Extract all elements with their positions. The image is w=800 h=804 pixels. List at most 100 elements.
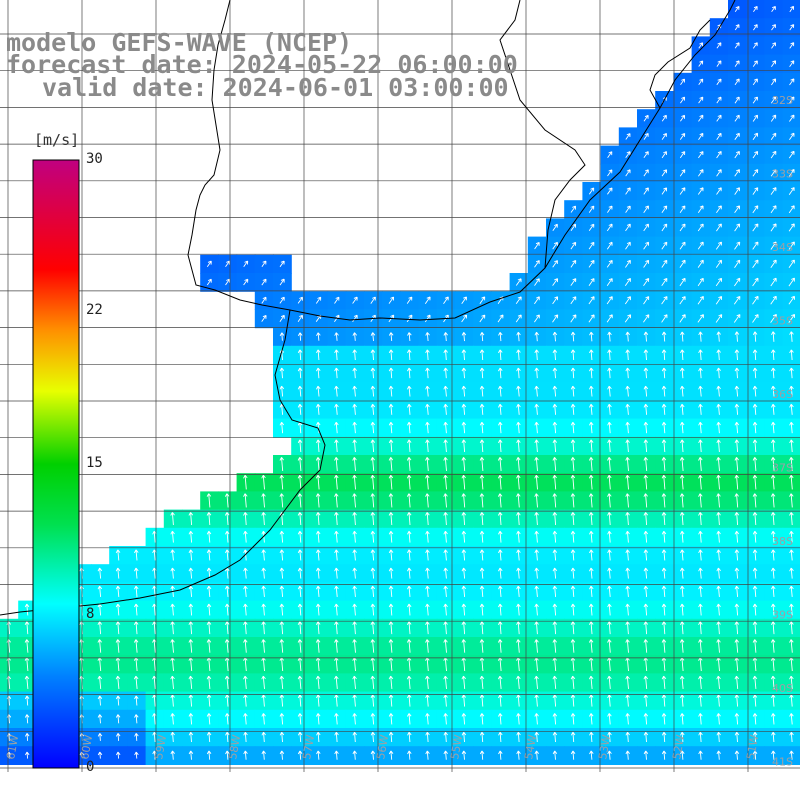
wind-arrow	[170, 639, 175, 653]
wind-arrow	[370, 567, 376, 579]
wind-arrow	[534, 296, 540, 305]
longitude-label: 55W	[448, 734, 465, 761]
wind-arrow	[498, 750, 503, 760]
wind-arrow	[425, 439, 430, 453]
wind-arrow	[771, 349, 776, 361]
wind-arrow	[261, 493, 266, 508]
wind-arrow	[625, 457, 630, 471]
latitude-label: 32S	[772, 94, 793, 107]
wind-arrow	[716, 457, 721, 471]
wind-arrow	[698, 349, 703, 361]
wind-arrow	[407, 349, 412, 361]
wind-arrow	[515, 278, 522, 286]
wind-arrow	[570, 694, 576, 707]
wind-arrow	[734, 169, 740, 177]
wind-arrow	[461, 549, 467, 561]
wind-arrow	[516, 585, 521, 597]
wind-arrow	[607, 349, 612, 361]
wind-arrow	[753, 5, 758, 13]
wind-arrow	[461, 332, 467, 342]
wind-arrow	[570, 474, 576, 490]
wind-arrow	[370, 713, 376, 725]
wind-arrow	[24, 621, 30, 635]
wind-arrow	[679, 169, 686, 177]
wind-arrow	[570, 713, 576, 725]
wind-arrow	[370, 439, 376, 453]
wind-arrow	[334, 694, 339, 707]
wind-arrow	[24, 695, 30, 706]
wind-arrow	[552, 713, 558, 725]
wind-arrow	[716, 694, 721, 707]
wind-arrow	[243, 750, 248, 760]
wind-arrow	[297, 549, 303, 561]
wind-arrow	[188, 675, 194, 689]
wind-arrow	[661, 187, 668, 195]
wind-arrow	[697, 277, 704, 287]
wind-arrow	[352, 349, 357, 361]
wind-arrow	[188, 731, 194, 743]
wind-arrow	[407, 549, 412, 561]
wind-arrow	[498, 349, 503, 361]
wind-arrow	[734, 474, 739, 490]
wind-arrow	[643, 259, 650, 268]
wind-arrow	[115, 549, 121, 561]
wind-arrow	[479, 421, 485, 434]
wind-arrow	[570, 223, 577, 232]
wind-arrow	[352, 530, 357, 543]
wind-arrow	[170, 512, 175, 526]
wind-arrow	[716, 731, 721, 743]
wind-arrow	[716, 549, 721, 561]
wind-arrow	[625, 567, 630, 579]
wind-arrow	[698, 403, 703, 415]
wind-arrow	[607, 457, 612, 471]
wind-arrow	[243, 278, 249, 286]
wind-arrow	[534, 331, 539, 342]
wind-arrow	[461, 474, 466, 490]
wind-arrow	[680, 530, 685, 543]
wind-arrow	[170, 694, 175, 707]
wind-arrow	[24, 714, 30, 724]
wind-arrow	[552, 314, 559, 323]
wind-arrow	[316, 549, 321, 561]
wind-arrow	[661, 474, 667, 490]
wind-arrow	[770, 132, 777, 141]
wind-arrow	[625, 133, 631, 140]
wind-arrow	[734, 385, 740, 397]
wind-arrow	[461, 567, 467, 579]
wind-arrow	[334, 349, 339, 361]
wind-arrow	[552, 621, 558, 635]
wind-arrow	[734, 694, 740, 707]
wind-arrow	[261, 474, 266, 490]
wind-arrow	[370, 349, 376, 361]
wind-arrow	[752, 259, 759, 268]
wind-arrow	[498, 603, 503, 616]
wind-arrow	[243, 567, 248, 579]
wind-arrow	[606, 278, 613, 286]
wind-arrow	[752, 421, 758, 434]
wind-arrow	[534, 750, 539, 760]
wind-arrow	[625, 530, 630, 543]
wind-arrow	[752, 367, 758, 379]
wind-arrow	[370, 750, 376, 760]
wind-arrow	[789, 78, 795, 86]
wind-arrow	[789, 512, 794, 526]
wind-arrow	[388, 567, 394, 579]
wind-arrow	[789, 457, 794, 471]
wind-arrow	[407, 530, 412, 543]
wind-arrow	[607, 549, 612, 561]
wind-arrow	[697, 205, 704, 214]
wind-arrow	[497, 639, 503, 653]
wind-arrow	[625, 151, 631, 159]
wind-arrow	[625, 367, 630, 379]
wind-arrow	[607, 331, 612, 342]
wind-arrow	[370, 367, 376, 379]
wind-arrow	[443, 530, 448, 543]
wind-arrow	[606, 259, 613, 268]
wind-arrow	[425, 750, 430, 760]
wind-arrow	[588, 567, 594, 579]
wind-arrow	[315, 296, 322, 304]
wind-arrow	[552, 241, 558, 250]
wind-arrow	[643, 151, 649, 159]
wind-arrow	[133, 675, 139, 689]
wind-arrow	[788, 259, 795, 269]
